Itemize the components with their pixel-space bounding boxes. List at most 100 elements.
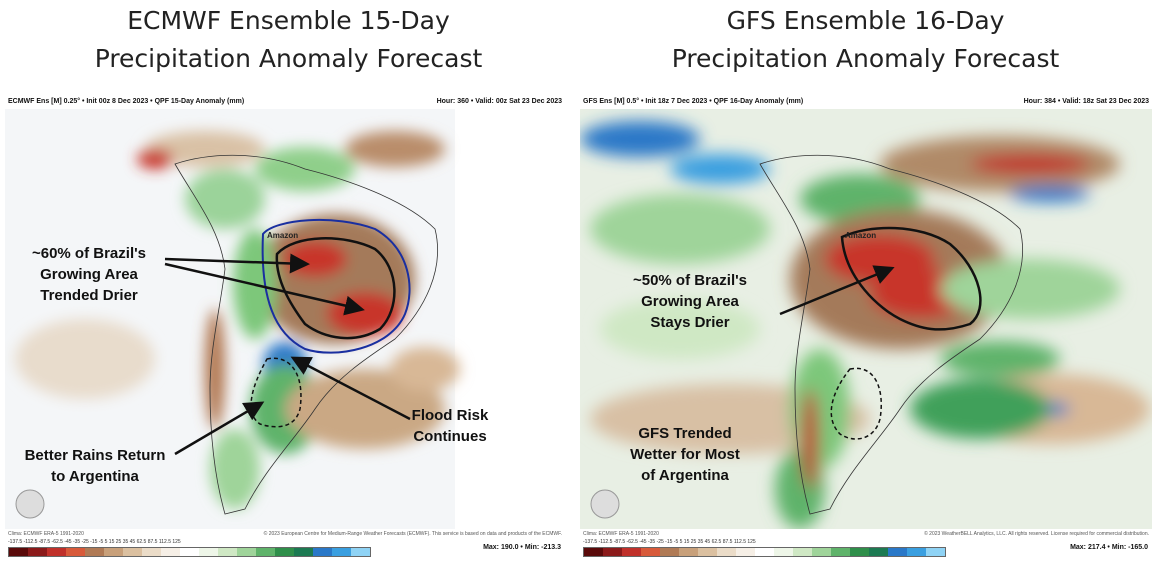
colorbar-swatch <box>237 548 256 556</box>
weatherbell-logo-right <box>590 489 620 519</box>
colorbar-swatch <box>332 548 351 556</box>
ecmwf-annotation-flood: Flood Risk Continues <box>395 405 505 447</box>
colorbar-swatch <box>603 548 622 556</box>
ecmwf-footer-left: Clima: ECMWF ERA-5 1991-2020 <box>8 531 84 537</box>
ecmwf-anomaly-field <box>15 131 460 509</box>
gfs-map-header: GFS Ens [M] 0.5° • Init 18z 7 Dec 2023 •… <box>580 95 1152 109</box>
ecmwf-blank-east <box>455 109 565 529</box>
ecmwf-map-header: ECMWF Ens [M] 0.25° • Init 00z 8 Dec 202… <box>5 95 565 109</box>
gfs-annotation-argentina-line2: Wetter for Most <box>630 446 740 463</box>
ecmwf-footer-right: © 2023 European Centre for Medium-Range … <box>263 531 562 537</box>
colorbar-swatch <box>66 548 85 556</box>
ecmwf-growing-area-outline <box>275 237 396 340</box>
gfs-annotation-argentina: GFS Trended Wetter for Most of Argentina <box>610 423 760 486</box>
colorbar-swatch <box>698 548 717 556</box>
colorbar-swatch <box>47 548 66 556</box>
right-title-line2: Precipitation Anomaly Forecast <box>671 44 1060 73</box>
colorbar-swatch <box>622 548 641 556</box>
ecmwf-argentina-dashed-outline <box>250 357 302 428</box>
colorbar-swatch <box>313 548 332 556</box>
colorbar-swatch <box>28 548 47 556</box>
ecmwf-annotation-drier: ~60% of Brazil's Growing Area Trended Dr… <box>5 243 173 306</box>
weatherbell-logo-left <box>15 489 45 519</box>
gfs-max-min: Max: 217.4 • Min: -165.0 <box>1070 544 1148 551</box>
gfs-arrow-drier <box>779 265 895 316</box>
left-title-line1: ECMWF Ensemble 15-Day <box>127 6 450 35</box>
colorbar-swatch <box>869 548 888 556</box>
gfs-annotation-drier-line1: ~50% of Brazil's <box>632 272 748 289</box>
colorbar-swatch <box>907 548 926 556</box>
gfs-south-america-outline <box>759 154 1023 515</box>
gfs-anomaly-field <box>580 121 1150 529</box>
colorbar-swatch <box>926 548 945 556</box>
gfs-header-right: Hour: 384 • Valid: 18z Sat 23 Dec 2023 <box>1023 98 1149 105</box>
ecmwf-colorbar-row: -137.5 -112.5 -87.5 -62.5 -45 -35 -25 -1… <box>5 539 565 561</box>
colorbar-swatch <box>660 548 679 556</box>
gfs-anomaly-map <box>580 109 1152 529</box>
ecmwf-dry-region-blue-outline <box>261 218 411 354</box>
colorbar-swatch <box>104 548 123 556</box>
ecmwf-arrow-drier-2 <box>164 262 365 316</box>
colorbar-swatch <box>218 548 237 556</box>
colorbar-swatch <box>294 548 313 556</box>
gfs-header-left: GFS Ens [M] 0.5° • Init 18z 7 Dec 2023 •… <box>583 98 804 105</box>
colorbar-swatch <box>812 548 831 556</box>
left-title-line2: Precipitation Anomaly Forecast <box>94 44 483 73</box>
gfs-map-footer: Clima: ECMWF ERA-5 1991-2020 © 2023 Weat… <box>580 529 1152 539</box>
ecmwf-header-left: ECMWF Ens [M] 0.25° • Init 00z 8 Dec 202… <box>8 98 245 105</box>
ecmwf-colorbar-ticks: -137.5 -112.5 -87.5 -62.5 -45 -35 -25 -1… <box>8 539 181 545</box>
colorbar-swatch <box>9 548 28 556</box>
gfs-colorbar-row: -137.5 -112.5 -87.5 -62.5 -45 -35 -25 -1… <box>580 539 1152 561</box>
ecmwf-max-min: Max: 190.0 • Min: -213.3 <box>483 544 561 551</box>
ecmwf-annotation-argentina-line1: Better Rains Return <box>24 447 166 464</box>
ecmwf-annotation-drier-line2: Growing Area <box>40 266 138 283</box>
gfs-annotation-drier: ~50% of Brazil's Growing Area Stays Drie… <box>600 270 780 333</box>
ecmwf-map-panel: ECMWF Ens [M] 0.25° • Init 00z 8 Dec 202… <box>5 95 565 563</box>
gfs-map-panel: GFS Ens [M] 0.5° • Init 18z 7 Dec 2023 •… <box>580 95 1152 563</box>
ecmwf-arrow-drier-1 <box>164 253 310 274</box>
colorbar-swatch <box>755 548 774 556</box>
colorbar-swatch <box>256 548 275 556</box>
colorbar-swatch <box>275 548 294 556</box>
ecmwf-header-right: Hour: 360 • Valid: 00z Sat 23 Dec 2023 <box>436 98 562 105</box>
colorbar-swatch <box>123 548 142 556</box>
gfs-footer-right: © 2023 WeatherBELL Analytics, LLC. All r… <box>924 531 1149 537</box>
ecmwf-annotation-argentina-line2: to Argentina <box>51 468 139 485</box>
colorbar-swatch <box>793 548 812 556</box>
right-title-line1: GFS Ensemble 16-Day <box>726 6 1005 35</box>
ecmwf-annotation-drier-line1: ~60% of Brazil's <box>31 245 147 262</box>
gfs-colorbar-ticks: -137.5 -112.5 -87.5 -62.5 -45 -35 -25 -1… <box>583 539 756 545</box>
gfs-annotation-drier-line2: Growing Area <box>641 293 739 310</box>
ecmwf-anomaly-map <box>5 109 565 529</box>
ecmwf-annotation-drier-line3: Trended Drier <box>40 287 138 304</box>
ecmwf-arrow-flood <box>290 356 411 421</box>
gfs-annotation-argentina-line1: GFS Trended <box>638 425 732 442</box>
ecmwf-south-america-outline <box>174 154 438 515</box>
colorbar-swatch <box>161 548 180 556</box>
gfs-colorbar <box>583 547 946 557</box>
ecmwf-amazon-label: Amazon <box>267 231 299 240</box>
gfs-growing-area-outline <box>840 226 982 331</box>
colorbar-swatch <box>85 548 104 556</box>
colorbar-swatch <box>831 548 850 556</box>
ecmwf-map-footer: Clima: ECMWF ERA-5 1991-2020 © 2023 Euro… <box>5 529 565 539</box>
colorbar-swatch <box>736 548 755 556</box>
colorbar-swatch <box>180 548 199 556</box>
right-title: GFS Ensemble 16-Day Precipitation Anomal… <box>577 2 1154 78</box>
gfs-argentina-dashed-outline <box>830 367 882 440</box>
ecmwf-annotation-flood-line2: Continues <box>413 428 487 445</box>
colorbar-swatch <box>351 548 370 556</box>
colorbar-swatch <box>717 548 736 556</box>
gfs-annotation-drier-line3: Stays Drier <box>650 314 730 331</box>
colorbar-swatch <box>641 548 660 556</box>
ecmwf-colorbar <box>8 547 371 557</box>
colorbar-swatch <box>199 548 218 556</box>
colorbar-swatch <box>850 548 869 556</box>
colorbar-swatch <box>142 548 161 556</box>
left-title: ECMWF Ensemble 15-Day Precipitation Anom… <box>0 2 577 78</box>
colorbar-swatch <box>888 548 907 556</box>
ecmwf-annotation-argentina: Better Rains Return to Argentina <box>5 445 185 487</box>
colorbar-swatch <box>774 548 793 556</box>
colorbar-swatch <box>679 548 698 556</box>
ecmwf-arrow-argentina <box>174 401 265 456</box>
